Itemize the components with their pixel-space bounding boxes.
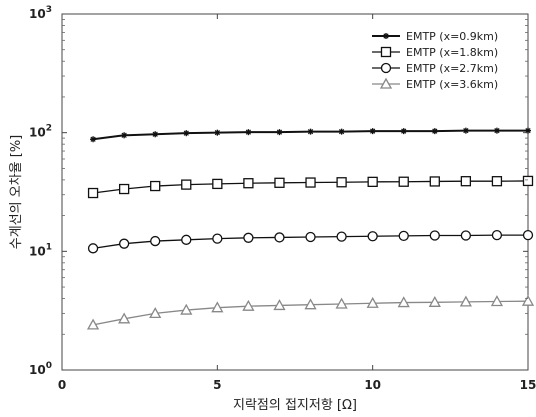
data-point-square — [150, 180, 161, 192]
data-point-square — [181, 179, 192, 190]
data-point-circle — [460, 230, 472, 241]
y-tick-label: 100 — [29, 361, 52, 377]
data-point-square — [398, 176, 409, 187]
data-point-circle — [118, 238, 130, 249]
series-4 — [86, 294, 535, 330]
data-point-triangle — [490, 295, 504, 307]
data-point-square — [87, 187, 99, 199]
plot-area — [61, 13, 529, 371]
data-point-triangle — [335, 297, 348, 309]
data-point-square — [305, 177, 316, 188]
data-point-circle — [150, 235, 161, 247]
data-point-triangle — [211, 301, 224, 313]
data-point-square — [118, 183, 130, 195]
data-point-circle — [491, 229, 503, 241]
legend: EMTP (x=0.9km) EMTP (x=1.8km) EMTP (x=2.7k… — [372, 30, 498, 91]
legend-item: EMTP (x=0.9km) — [372, 30, 498, 43]
data-point-asterisk — [90, 136, 97, 143]
data-point-asterisk — [245, 129, 252, 136]
data-point-asterisk — [369, 128, 376, 135]
data-point-triangle — [242, 299, 255, 311]
x-tick-label: 10 — [364, 378, 381, 392]
data-point-circle — [336, 231, 347, 242]
data-point-circle — [181, 234, 192, 245]
data-point-square — [429, 176, 440, 187]
data-point-triangle — [428, 295, 441, 307]
data-point-asterisk — [493, 127, 500, 134]
data-point-square — [243, 178, 254, 189]
legend-item: EMTP (x=3.6km) — [372, 77, 498, 91]
data-point-square — [336, 177, 347, 188]
data-point-triangle — [86, 318, 100, 330]
data-point-asterisk — [431, 128, 438, 135]
data-point-asterisk — [383, 33, 389, 39]
data-point-circle — [429, 230, 440, 241]
x-tick-label: 0 — [58, 378, 66, 392]
data-point-triangle — [366, 296, 379, 308]
series-3 — [87, 229, 534, 254]
data-point-square — [460, 176, 472, 187]
data-point-circle — [522, 229, 534, 241]
y-tick-label: 101 — [29, 242, 52, 258]
data-point-triangle — [304, 298, 317, 310]
data-point-circle — [274, 232, 285, 243]
data-point-circle — [398, 230, 409, 242]
data-point-triangle — [397, 296, 410, 308]
legend-item: EMTP (x=2.7km) — [372, 62, 498, 75]
data-point-asterisk — [338, 128, 345, 135]
legend-label: EMTP (x=3.6km) — [406, 78, 498, 91]
data-point-triangle — [180, 303, 193, 315]
legend-item: EMTP (x=1.8km) — [372, 46, 498, 59]
series-2 — [87, 175, 534, 199]
data-point-square — [367, 176, 378, 188]
data-point-square — [491, 176, 503, 187]
ticks-layer: 0 5 10 15 100 101 102 103 — [29, 5, 536, 392]
data-point-triangle — [273, 299, 286, 311]
x-tick-label: 15 — [520, 378, 536, 392]
legend-label: EMTP (x=2.7km) — [406, 62, 498, 75]
data-point-triangle — [521, 294, 535, 306]
data-point-asterisk — [214, 129, 221, 136]
x-axis-label: 지락점의 접지저항 [Ω] — [233, 398, 357, 413]
data-point-asterisk — [152, 131, 159, 138]
data-point-circle — [380, 62, 392, 74]
data-point-square — [522, 175, 534, 187]
x-tick-label: 5 — [213, 378, 221, 392]
data-point-square — [380, 46, 392, 58]
plot-frame — [61, 13, 529, 371]
data-point-circle — [305, 231, 316, 243]
series-layer — [86, 127, 535, 330]
data-point-circle — [212, 233, 223, 244]
y-tick-label: 103 — [29, 5, 52, 21]
data-point-circle — [243, 232, 254, 243]
data-point-triangle — [379, 77, 393, 89]
data-point-circle — [367, 231, 378, 242]
legend-label: EMTP (x=0.9km) — [406, 30, 498, 43]
legend-label: EMTP (x=1.8km) — [406, 46, 498, 59]
data-point-asterisk — [183, 130, 190, 137]
data-point-asterisk — [400, 128, 407, 135]
data-point-asterisk — [121, 132, 128, 139]
data-point-square — [212, 178, 223, 190]
y-tick-label: 102 — [29, 124, 52, 140]
data-point-asterisk — [462, 127, 469, 134]
data-point-asterisk — [307, 128, 314, 135]
data-point-triangle — [149, 307, 162, 319]
data-point-square — [274, 177, 285, 188]
data-point-asterisk — [276, 129, 283, 136]
data-point-circle — [87, 243, 99, 254]
data-point-triangle — [459, 295, 472, 307]
data-point-triangle — [118, 312, 131, 324]
y-axis-label: 수계선의 오차율 [%] — [9, 135, 24, 249]
series-1 — [90, 127, 531, 143]
